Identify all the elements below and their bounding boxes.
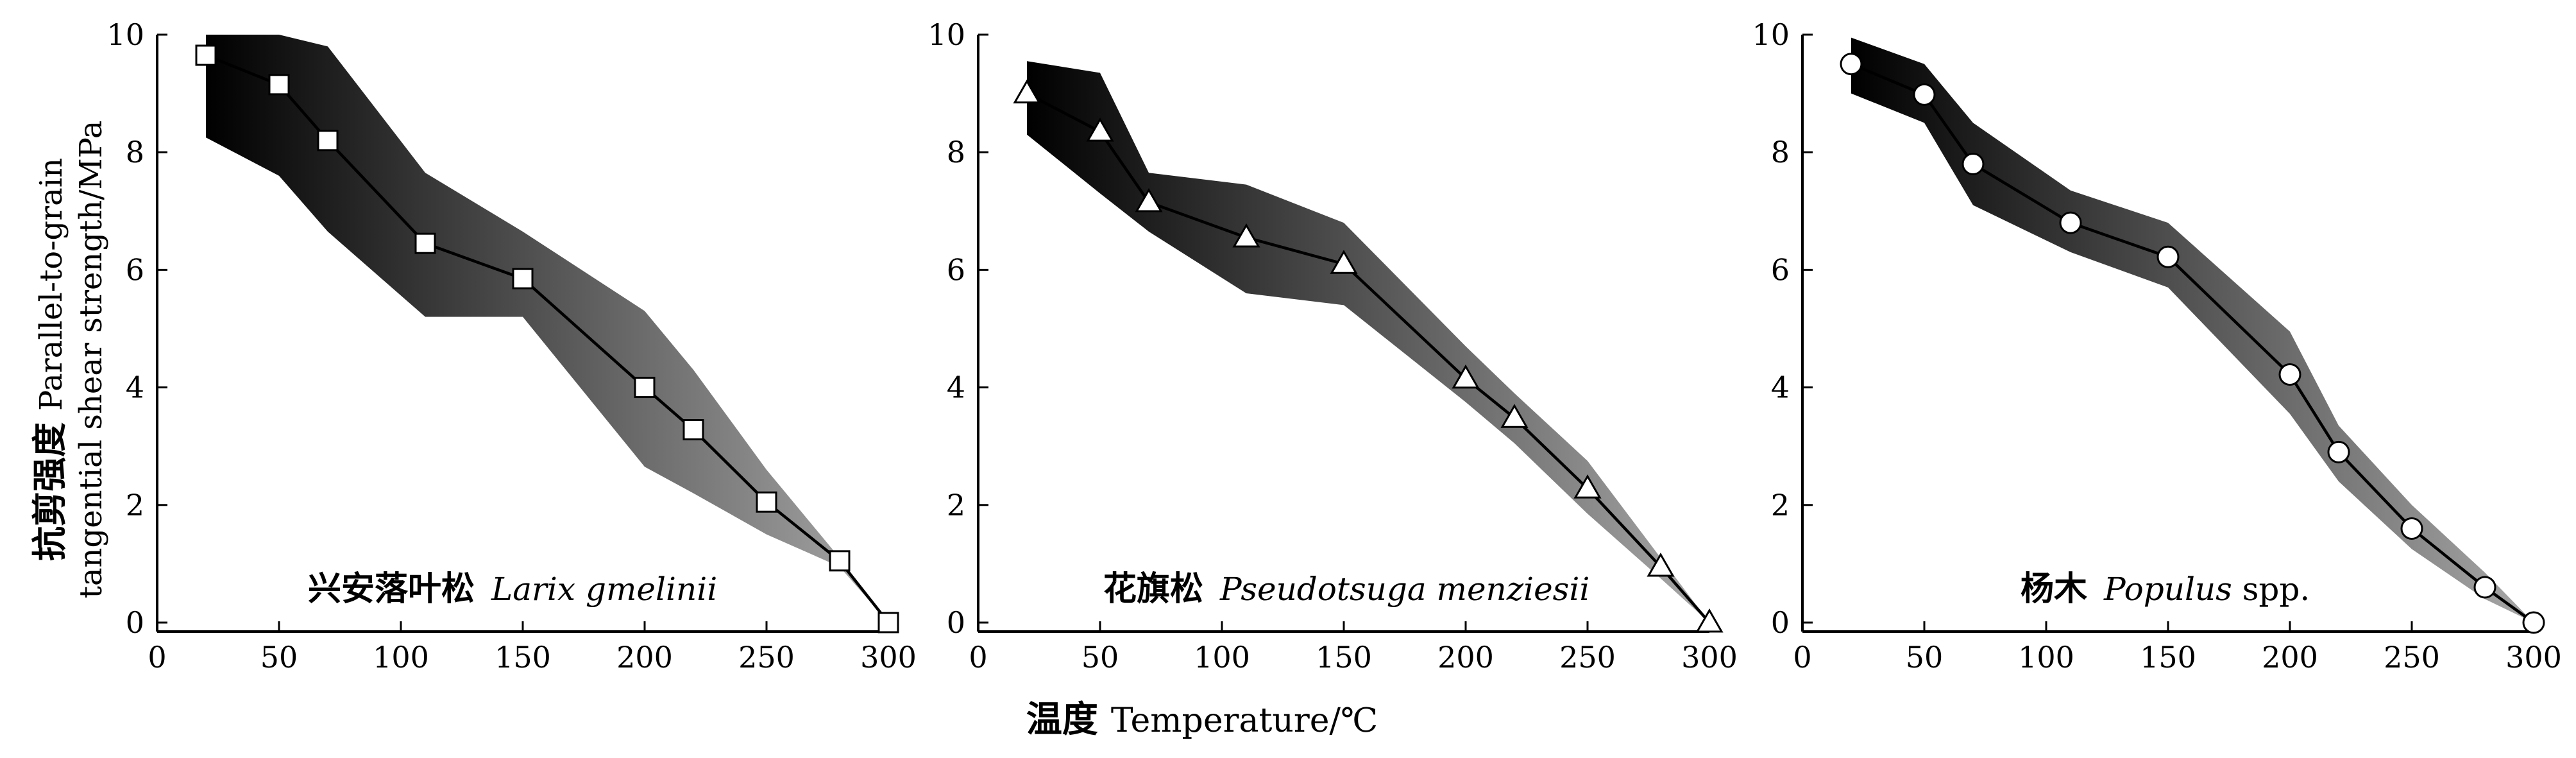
data-point [2059,211,2082,234]
y-axis-label-en1: Parallel-to-grain [33,158,69,411]
data-point [1647,552,1675,577]
series-line [205,53,890,624]
x-tick-label: 100 [1194,640,1250,675]
data-point [1573,474,1602,499]
data-point [414,232,436,254]
x-tick-label: 0 [148,640,166,675]
data-point [682,419,704,441]
x-tick-label: 0 [969,640,987,675]
data-point [512,268,534,289]
x-tick-label: 100 [373,640,429,675]
x-tick-label: 300 [1681,640,1738,675]
species-name-suffix: spp. [2232,571,2310,608]
data-point [317,130,339,151]
data-point [195,44,217,66]
x-tick-label: 200 [2262,640,2318,675]
y-tick-label: 6 [126,252,144,287]
data-point [2400,517,2423,540]
data-point [2473,576,2496,599]
y-tick-label: 2 [126,488,144,522]
confidence-band [1851,37,2534,623]
data-point [2157,245,2180,268]
data-point [877,612,899,633]
series-line [1851,62,2535,624]
x-tick-label: 250 [738,640,795,675]
data-point [1962,153,1985,176]
data-point [1840,53,1863,76]
y-tick-label: 0 [947,605,965,640]
data-point [1232,223,1260,248]
y-tick-label: 8 [947,135,965,169]
y-tick-label: 6 [947,252,965,287]
x-tick-label: 150 [2140,640,2196,675]
data-point [1452,364,1480,389]
species-label: 花旗松 Pseudotsuga menziesii [1103,569,1589,608]
x-tick-label: 50 [1081,640,1119,675]
confidence-band [206,35,888,623]
x-tick-label: 200 [1437,640,1494,675]
y-axis-label-line2: tangential shear strength/MPa [73,121,109,599]
data-point [634,377,656,399]
x-tick-label: 300 [2505,640,2562,675]
x-tick-label: 200 [616,640,673,675]
x-tick-label: 50 [1906,640,1944,675]
x-tick-label: 0 [1793,640,1811,675]
y-tick-label: 2 [1771,488,1790,522]
species-label: 兴安落叶松 Larix gmelinii [308,569,717,608]
y-tick-label: 6 [1771,252,1790,287]
data-point [268,74,290,96]
data-point [1135,188,1163,212]
data-point [1695,608,1724,633]
y-tick-label: 4 [1771,370,1790,405]
species-name-latin: Pseudotsuga menziesii [1219,571,1589,608]
species-name-cn: 杨木 [2021,569,2087,608]
x-tick-label: 300 [860,640,917,675]
x-tick-label: 50 [260,640,298,675]
x-tick-label: 100 [2018,640,2074,675]
y-axis-label-cn: 抗剪强度 [29,422,70,561]
y-tick-label: 8 [126,135,144,169]
y-tick-label: 10 [106,17,144,52]
y-tick-label: 10 [1752,17,1790,52]
data-point [1013,79,1041,104]
species-name-cn: 花旗松 [1103,569,1203,608]
data-point [1500,404,1529,428]
x-axis-label: 温度 Temperature/℃ [1026,698,1378,741]
y-tick-label: 0 [1771,605,1790,640]
species-name-latin: Populus [2103,571,2232,608]
data-point [756,491,777,513]
data-point [2327,440,2350,463]
series-line [1026,92,1711,624]
data-point [2522,611,2545,634]
x-tick-label: 250 [1559,640,1616,675]
y-axis-label-en2: tangential shear strength/MPa [73,121,109,599]
data-point [829,550,851,572]
species-label: 杨木 Populus spp. [2021,569,2310,608]
species-name-cn: 兴安落叶松 [308,569,475,608]
y-tick-label: 8 [1771,135,1790,169]
y-tick-label: 2 [947,488,965,522]
x-axis-label-cn: 温度 [1026,698,1098,741]
y-tick-label: 10 [928,17,965,52]
confidence-band [1027,61,1709,623]
data-point [1086,117,1114,142]
x-tick-label: 150 [495,640,551,675]
data-point [2278,363,2301,386]
x-tick-label: 150 [1316,640,1372,675]
y-tick-label: 0 [126,605,144,640]
y-axis-label-line1: 抗剪强度 Parallel-to-grain [29,158,70,561]
y-tick-label: 4 [126,370,144,405]
data-point [1330,250,1358,274]
data-point [1913,83,1936,106]
y-tick-label: 4 [947,370,965,405]
x-axis-label-en: Temperature/℃ [1111,702,1378,740]
x-tick-label: 250 [2384,640,2440,675]
species-name-latin: Larix gmelinii [491,571,717,608]
